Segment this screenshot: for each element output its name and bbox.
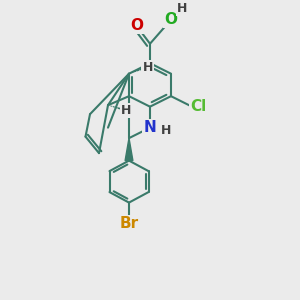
Text: Br: Br — [119, 216, 139, 231]
Text: H: H — [142, 61, 153, 74]
Text: H: H — [121, 104, 131, 117]
Text: Cl: Cl — [190, 99, 207, 114]
Polygon shape — [125, 138, 133, 160]
Text: H: H — [161, 124, 172, 137]
Text: O: O — [130, 18, 143, 33]
Text: O: O — [164, 12, 178, 27]
Text: H: H — [177, 2, 188, 15]
Text: N: N — [144, 120, 156, 135]
